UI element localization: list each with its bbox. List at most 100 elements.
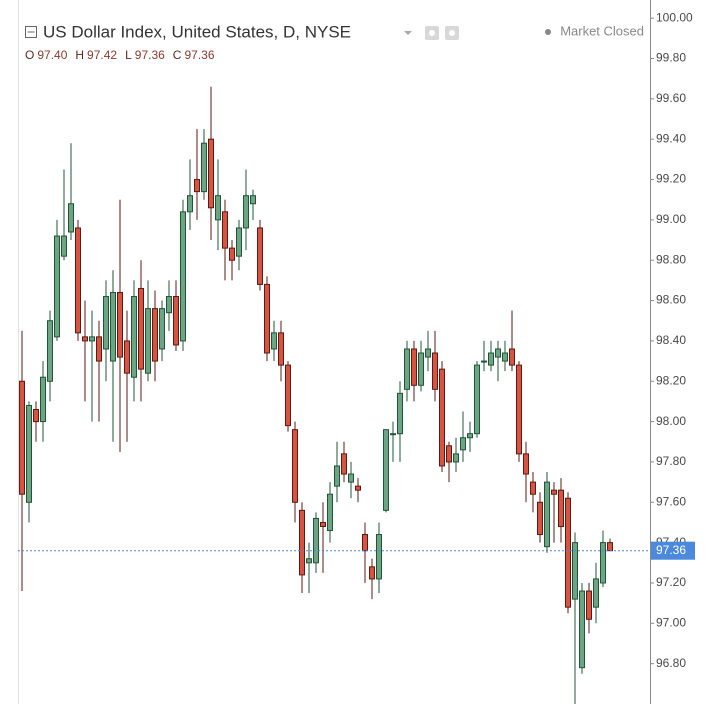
candle-body xyxy=(201,142,207,193)
candle-body xyxy=(355,485,361,491)
gear-icon-dot xyxy=(449,30,455,36)
candle-body xyxy=(481,360,487,363)
candle-body xyxy=(446,445,452,463)
ohlc-label: L xyxy=(125,48,132,62)
ohlc-value: 97.36 xyxy=(184,48,214,62)
candle-body xyxy=(54,235,60,338)
candle-body xyxy=(124,340,130,374)
y-tick-label: 97.80 xyxy=(656,454,686,468)
candle-body xyxy=(138,287,144,370)
y-tick-label: 97.00 xyxy=(656,615,686,629)
candle-body xyxy=(152,308,158,362)
candle-body xyxy=(509,348,515,366)
candle-body xyxy=(19,380,25,495)
candle-body xyxy=(327,493,333,532)
candle-body xyxy=(572,542,578,600)
candle-body xyxy=(285,364,291,427)
y-tick-label: 99.80 xyxy=(656,51,686,65)
candle-body xyxy=(159,308,165,350)
candle-body xyxy=(96,336,102,362)
y-tick-label: 98.60 xyxy=(656,293,686,307)
candle-body xyxy=(376,534,382,580)
candle-body xyxy=(397,392,403,435)
candles xyxy=(19,86,613,704)
candle-body xyxy=(551,489,557,495)
candle-body xyxy=(173,296,179,346)
candle-body xyxy=(313,517,319,564)
candle-body xyxy=(453,453,459,463)
candle-body xyxy=(565,497,571,608)
candle-body xyxy=(439,368,445,467)
candle-body xyxy=(348,473,354,483)
candle-body xyxy=(229,247,235,261)
candle-body xyxy=(460,437,466,451)
y-tick-label: 99.00 xyxy=(656,212,686,226)
ohlc-label: C xyxy=(173,48,182,62)
candle-body xyxy=(47,320,53,382)
candle-body xyxy=(544,481,550,548)
candle-body xyxy=(257,227,263,285)
candle-body xyxy=(558,489,564,527)
candle-body xyxy=(208,138,214,209)
candle-body xyxy=(474,364,480,435)
candle-body xyxy=(502,352,508,362)
candle-body xyxy=(131,296,137,378)
settings-icon-dot xyxy=(429,30,435,36)
y-tick-label: 98.40 xyxy=(656,333,686,347)
candle-body xyxy=(271,332,277,350)
candle-body xyxy=(26,404,32,503)
y-tick-label: 98.80 xyxy=(656,252,686,266)
header: US Dollar Index, United States, D, NYSE … xyxy=(25,22,644,41)
candle-body xyxy=(320,521,326,527)
candle-body xyxy=(61,235,67,257)
candle-body xyxy=(215,195,221,221)
ohlc-label: H xyxy=(75,48,84,62)
candle-body xyxy=(82,336,88,342)
candle-body xyxy=(418,352,424,386)
candle-body xyxy=(145,308,151,374)
candle-body xyxy=(68,203,74,233)
candle-body xyxy=(299,509,305,576)
candle-body xyxy=(495,348,501,358)
y-tick-label: 98.00 xyxy=(656,414,686,428)
chart-title: US Dollar Index, United States, D, NYSE xyxy=(43,22,351,41)
collapse-icon[interactable] xyxy=(25,26,37,38)
candle-body xyxy=(390,433,396,436)
candle-body xyxy=(33,408,39,423)
y-tick-label: 97.60 xyxy=(656,494,686,508)
candle-body xyxy=(40,376,46,423)
candle-body xyxy=(292,429,298,503)
y-tick-label: 97.20 xyxy=(656,575,686,589)
candle-body xyxy=(110,291,116,362)
candle-body xyxy=(383,429,389,511)
ohlc-value: 97.36 xyxy=(135,48,165,62)
candle-body xyxy=(222,211,228,249)
candle-body xyxy=(488,352,494,366)
candle-body xyxy=(600,542,606,584)
candle-body xyxy=(404,348,410,390)
candle-body xyxy=(432,352,438,390)
candle-body xyxy=(586,590,592,620)
ohlc-value: 97.40 xyxy=(37,48,67,62)
candle-body xyxy=(523,453,529,475)
candle-body xyxy=(166,296,172,314)
y-tick-label: 99.60 xyxy=(656,91,686,105)
y-tick-label: 96.80 xyxy=(656,656,686,670)
candle-body xyxy=(278,332,284,366)
candle-body xyxy=(103,296,109,350)
candle-body xyxy=(411,348,417,386)
candle-body xyxy=(362,534,368,552)
candle-body xyxy=(467,433,473,439)
candle-body xyxy=(607,542,613,552)
dropdown-arrow[interactable] xyxy=(404,31,412,35)
candle-body xyxy=(516,364,522,455)
candle-body xyxy=(530,481,536,495)
candle-body xyxy=(341,453,347,475)
candle-body xyxy=(579,590,585,669)
ohlc-label: O xyxy=(25,48,34,62)
candle-body xyxy=(180,211,186,342)
candle-body xyxy=(306,558,312,564)
candle-body xyxy=(593,578,599,608)
